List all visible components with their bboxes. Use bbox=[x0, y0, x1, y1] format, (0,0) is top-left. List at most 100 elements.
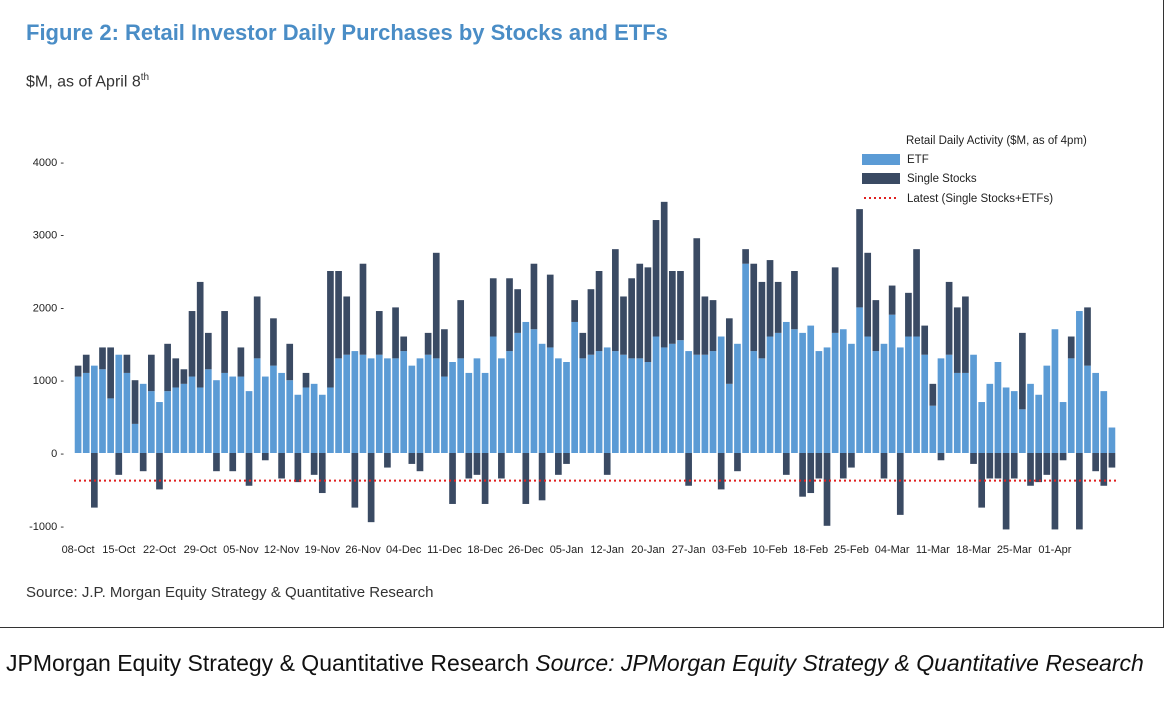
etf-bar bbox=[1100, 391, 1108, 453]
single-stocks-bar bbox=[880, 453, 888, 479]
etf-bar bbox=[221, 372, 228, 453]
x-tick-label: 05-Jan bbox=[550, 544, 584, 556]
single-stocks-bar bbox=[872, 300, 880, 352]
single-stocks-bar bbox=[221, 311, 228, 373]
etf-bar bbox=[131, 423, 139, 453]
image-caption: JPMorgan Equity Strategy & Quantitative … bbox=[6, 647, 1156, 679]
etf-bar bbox=[1019, 409, 1026, 453]
x-tick-label: 25-Feb bbox=[834, 544, 869, 556]
single-stocks-bar bbox=[896, 453, 904, 515]
y-tick-label: 1000 - bbox=[33, 375, 65, 387]
etf-bar bbox=[701, 354, 709, 453]
x-tick-label: 01-Apr bbox=[1038, 544, 1071, 556]
etf-bar bbox=[725, 383, 733, 453]
single-stocks-bar bbox=[196, 281, 204, 388]
etf-bar bbox=[489, 336, 497, 453]
etf-bar bbox=[327, 387, 334, 453]
etf-bar bbox=[514, 332, 522, 453]
single-stocks-bar bbox=[489, 278, 497, 337]
single-stocks-bar bbox=[750, 263, 758, 352]
x-tick-label: 26-Nov bbox=[345, 544, 381, 556]
single-stocks-bar bbox=[791, 271, 798, 330]
single-stocks-bar bbox=[384, 453, 391, 468]
legend-etf-label: ETF bbox=[907, 154, 929, 166]
etf-bar bbox=[99, 369, 106, 453]
single-stocks-bar bbox=[327, 271, 334, 388]
etf-bar bbox=[628, 358, 635, 453]
single-stocks-bar bbox=[213, 453, 220, 472]
single-stocks-bar bbox=[416, 453, 424, 472]
etf-bar bbox=[766, 336, 774, 453]
single-stocks-bar bbox=[986, 453, 994, 479]
single-stocks-bar bbox=[905, 292, 912, 337]
etf-bar bbox=[905, 336, 912, 453]
etf-bar bbox=[896, 347, 904, 453]
single-stocks-bar bbox=[1051, 453, 1059, 530]
etf-bar bbox=[367, 358, 375, 453]
single-stocks-bar bbox=[131, 380, 139, 424]
etf-bar bbox=[970, 354, 977, 453]
single-stocks-bar bbox=[766, 260, 774, 337]
single-stocks-bar bbox=[758, 281, 766, 359]
etf-bar bbox=[782, 321, 790, 453]
etf-bar bbox=[359, 354, 367, 453]
single-stocks-bar bbox=[188, 311, 196, 377]
single-stocks-bar bbox=[701, 296, 709, 355]
single-stocks-bar bbox=[270, 318, 277, 366]
single-stocks-bar bbox=[921, 325, 929, 355]
x-tick-label: 11-Dec bbox=[427, 544, 462, 556]
x-tick-label: 18-Feb bbox=[793, 544, 828, 556]
etf-bar bbox=[253, 358, 261, 453]
etf-bar bbox=[774, 332, 782, 453]
etf-bar bbox=[107, 398, 114, 453]
figure-source: Source: J.P. Morgan Equity Strategy & Qu… bbox=[26, 584, 434, 601]
x-tick-label: 10-Feb bbox=[753, 544, 788, 556]
legend-latest-label: Latest (Single Stocks+ETFs) bbox=[907, 193, 1053, 205]
single-stocks-bar bbox=[970, 453, 977, 464]
legend-stocks-label: Single Stocks bbox=[907, 173, 977, 185]
single-stocks-bar bbox=[457, 300, 465, 359]
x-tick-label: 12-Nov bbox=[264, 544, 300, 556]
single-stocks-bar bbox=[937, 453, 945, 461]
single-stocks-bar bbox=[473, 453, 481, 475]
single-stocks-bar bbox=[465, 453, 473, 479]
figure-title: Figure 2: Retail Investor Daily Purchase… bbox=[26, 20, 668, 45]
etf-bar bbox=[717, 336, 725, 453]
etf-bar bbox=[400, 351, 408, 453]
etf-bar bbox=[318, 394, 326, 453]
single-stocks-bar bbox=[335, 271, 342, 359]
y-tick-label: 3000 - bbox=[33, 230, 65, 242]
etf-bar bbox=[335, 358, 342, 453]
etf-bar bbox=[156, 402, 163, 453]
single-stocks-bar bbox=[530, 263, 538, 330]
etf-bar bbox=[294, 394, 302, 453]
etf-bar bbox=[994, 362, 1002, 453]
single-stocks-bar bbox=[734, 453, 741, 472]
x-tick-label: 18-Mar bbox=[956, 544, 991, 556]
x-tick-label: 05-Nov bbox=[223, 544, 259, 556]
legend-stocks-swatch bbox=[862, 173, 900, 184]
caption-text: JPMorgan Equity Strategy & Quantitative … bbox=[6, 650, 529, 676]
etf-bar bbox=[677, 340, 684, 453]
etf-bar bbox=[668, 343, 676, 453]
single-stocks-bar bbox=[99, 347, 106, 370]
etf-bar bbox=[913, 336, 920, 453]
etf-bar bbox=[229, 376, 237, 453]
single-stocks-bar bbox=[449, 453, 456, 504]
single-stocks-bar bbox=[74, 365, 82, 377]
etf-bar bbox=[213, 380, 220, 453]
single-stocks-bar bbox=[660, 201, 668, 348]
etf-bar bbox=[807, 325, 815, 453]
etf-bar bbox=[1035, 394, 1043, 453]
single-stocks-bar bbox=[668, 271, 676, 344]
etf-bar bbox=[652, 336, 660, 453]
single-stocks-bar bbox=[506, 278, 513, 352]
x-tick-label: 11-Mar bbox=[916, 544, 950, 556]
etf-bar bbox=[245, 391, 253, 453]
single-stocks-bar bbox=[522, 453, 530, 504]
single-stocks-bar bbox=[432, 252, 440, 359]
etf-bar bbox=[123, 372, 131, 453]
single-stocks-bar bbox=[782, 453, 790, 475]
etf-bar bbox=[180, 383, 188, 453]
single-stocks-bar bbox=[888, 285, 896, 315]
